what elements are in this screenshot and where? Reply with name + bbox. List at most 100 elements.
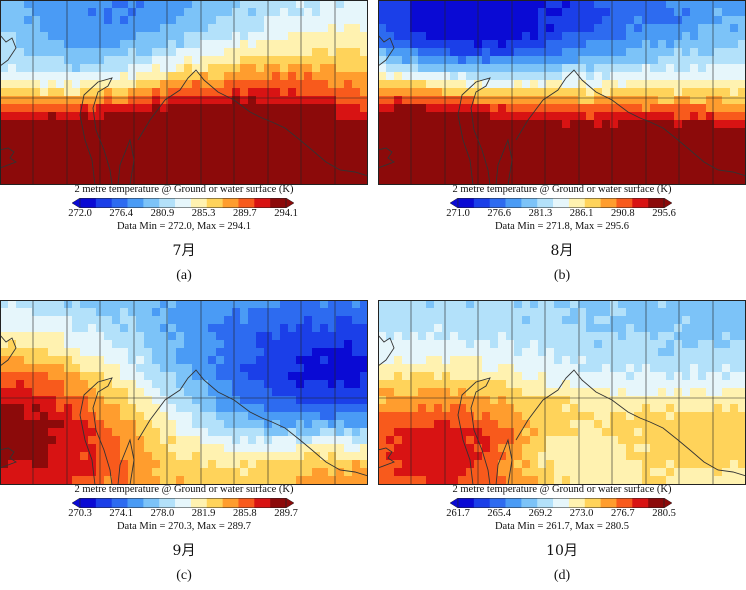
heatmap-cell: [442, 364, 451, 373]
heatmap-cell: [618, 144, 627, 153]
heatmap-cell: [312, 16, 321, 25]
heatmap-cell: [530, 332, 539, 341]
heatmap-cell: [280, 104, 289, 113]
heatmap-cell: [144, 300, 153, 309]
heatmap-cell: [722, 136, 731, 145]
heatmap-cell: [402, 316, 411, 325]
heatmap-cell: [48, 380, 57, 389]
heatmap-cell: [40, 144, 49, 153]
heatmap-cell: [104, 176, 113, 185]
heatmap-cell: [152, 88, 161, 97]
heatmap-cell: [658, 48, 667, 57]
heatmap-cell: [602, 64, 611, 73]
heatmap-cell: [192, 380, 201, 389]
heatmap-cell: [722, 412, 731, 421]
heatmap-cell: [176, 104, 185, 113]
heatmap-cell: [434, 48, 443, 57]
heatmap-cell: [514, 0, 523, 9]
heatmap-cell: [144, 324, 153, 333]
heatmap-cell: [434, 388, 443, 397]
heatmap-cell: [64, 356, 73, 365]
heatmap-cell: [458, 64, 467, 73]
heatmap-cell: [530, 72, 539, 81]
heatmap-cell: [40, 176, 49, 185]
heatmap-cell: [514, 32, 523, 41]
heatmap-cell: [144, 388, 153, 397]
colorbar-tick-label: 274.1: [109, 508, 133, 519]
heatmap-cell: [690, 152, 699, 161]
heatmap-cell: [378, 40, 387, 49]
heatmap-cell: [80, 340, 89, 349]
heatmap-cell: [722, 120, 731, 129]
heatmap-cell: [232, 460, 241, 469]
heatmap-cell: [192, 64, 201, 73]
heatmap-cell: [490, 0, 499, 9]
heatmap-cell: [378, 412, 387, 421]
heatmap-cell: [144, 56, 153, 65]
heatmap-cell: [64, 176, 73, 185]
heatmap-cell: [8, 372, 17, 381]
heatmap-cell: [232, 332, 241, 341]
heatmap-cell: [184, 144, 193, 153]
heatmap-cell: [586, 160, 595, 169]
heatmap-cell: [586, 452, 595, 461]
heatmap-cell: [288, 16, 297, 25]
heatmap-cell: [530, 112, 539, 121]
colorbar-tick-label: 280.5: [652, 508, 676, 519]
heatmap-cell: [450, 420, 459, 429]
heatmap-cell: [16, 420, 25, 429]
heatmap-cell: [312, 348, 321, 357]
heatmap-cell: [136, 64, 145, 73]
heatmap-cell: [490, 364, 499, 373]
heatmap-cell: [698, 56, 707, 65]
heatmap-cell: [618, 436, 627, 445]
heatmap-cell: [634, 348, 643, 357]
heatmap-cell: [32, 356, 41, 365]
heatmap-cell: [498, 168, 507, 177]
heatmap-cell: [88, 428, 97, 437]
heatmap-cell: [490, 308, 499, 317]
heatmap-cell: [312, 308, 321, 317]
heatmap-cell: [32, 32, 41, 41]
heatmap-cell: [152, 104, 161, 113]
heatmap-cell: [538, 428, 547, 437]
heatmap-cell: [160, 64, 169, 73]
heatmap-cell: [434, 412, 443, 421]
heatmap-cell: [458, 168, 467, 177]
heatmap-cell: [410, 80, 419, 89]
heatmap-cell: [312, 24, 321, 33]
heatmap-cell: [498, 372, 507, 381]
heatmap-cell: [200, 152, 209, 161]
heatmap-cell: [402, 128, 411, 137]
heatmap-cell: [386, 380, 395, 389]
heatmap-cell: [402, 16, 411, 25]
heatmap-cell: [650, 40, 659, 49]
heatmap-cell: [498, 152, 507, 161]
heatmap-cell: [466, 372, 475, 381]
heatmap-cell: [104, 372, 113, 381]
heatmap-cell: [88, 112, 97, 121]
heatmap-cell: [168, 120, 177, 129]
colorbar-tick-label: 290.8: [610, 208, 635, 219]
heatmap-cell: [40, 324, 49, 333]
heatmap-cell: [626, 308, 635, 317]
heatmap-cell: [248, 436, 257, 445]
heatmap-cell: [586, 476, 595, 485]
heatmap-cell: [634, 176, 643, 185]
heatmap-cell: [530, 120, 539, 129]
heatmap-cell: [136, 316, 145, 325]
heatmap-cell: [386, 300, 395, 309]
heatmap-cell: [530, 152, 539, 161]
heatmap-cell: [16, 348, 25, 357]
heatmap-cell: [546, 8, 555, 17]
heatmap-cell: [336, 332, 345, 341]
heatmap-cell: [192, 324, 201, 333]
heatmap-cell: [578, 32, 587, 41]
heatmap-cell: [224, 120, 233, 129]
heatmap-cell: [80, 128, 89, 137]
heatmap-cell: [618, 128, 627, 137]
heatmap-cell: [176, 356, 185, 365]
heatmap-cell: [546, 112, 555, 121]
heatmap-cell: [594, 412, 603, 421]
heatmap-cell: [402, 412, 411, 421]
